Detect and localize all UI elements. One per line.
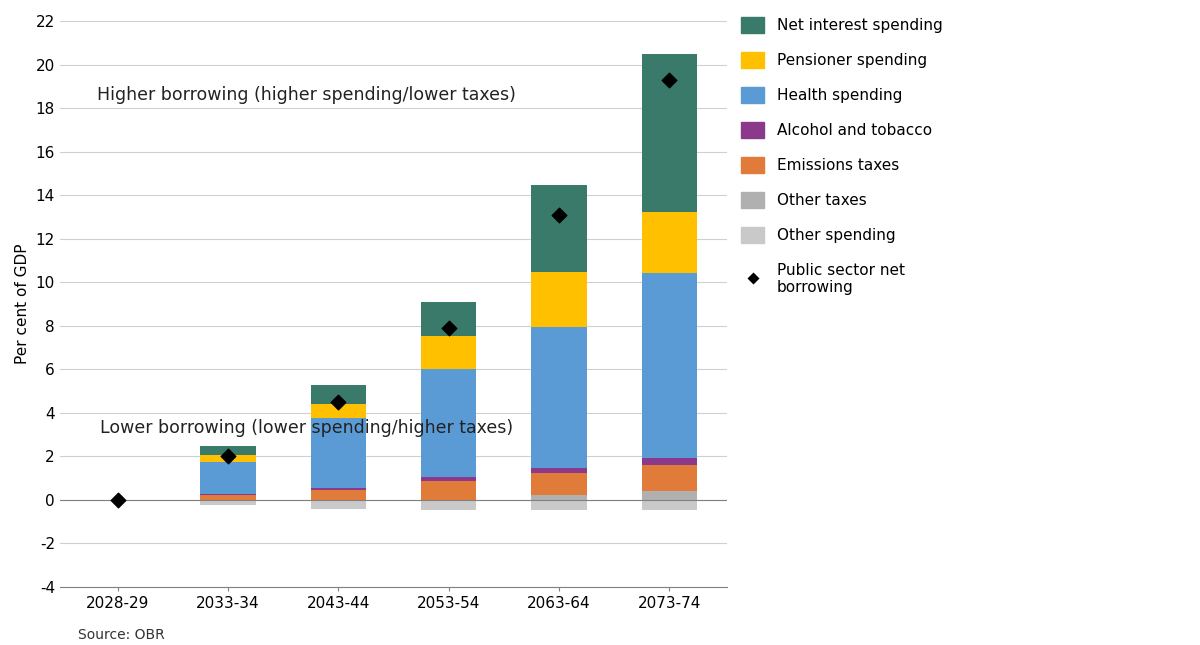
Point — [550, 210, 569, 220]
Legend: Net interest spending, , Pensioner spending, , Health spending, , Alcohol and to: Net interest spending, , Pensioner spend… — [742, 17, 942, 295]
Bar — [642, 491, 697, 500]
Bar — [642, 273, 697, 458]
Bar — [200, 495, 256, 500]
Y-axis label: Per cent of GDP: Per cent of GDP — [14, 244, 30, 364]
Bar — [532, 272, 587, 326]
Text: Source: OBR: Source: OBR — [78, 628, 164, 642]
Point — [218, 451, 238, 461]
Bar — [421, 337, 476, 369]
Bar — [532, 500, 587, 510]
Point — [660, 75, 679, 85]
Bar — [311, 500, 366, 510]
Bar — [532, 326, 587, 468]
Point — [108, 495, 127, 505]
Bar — [421, 477, 476, 481]
Bar — [532, 473, 587, 495]
Bar — [642, 458, 697, 465]
Bar — [642, 500, 697, 510]
Bar — [421, 302, 476, 337]
Bar — [311, 404, 366, 418]
Text: Lower borrowing (lower spending/higher taxes): Lower borrowing (lower spending/higher t… — [100, 419, 514, 437]
Bar — [532, 185, 587, 272]
Bar — [200, 500, 256, 505]
Point — [439, 322, 458, 333]
Bar — [311, 418, 366, 488]
Bar — [200, 446, 256, 455]
Bar — [642, 465, 697, 491]
Bar — [311, 488, 366, 490]
Text: Higher borrowing (higher spending/lower taxes): Higher borrowing (higher spending/lower … — [97, 86, 516, 104]
Bar — [200, 494, 256, 495]
Bar — [532, 468, 587, 473]
Bar — [642, 54, 697, 212]
Bar — [311, 490, 366, 500]
Bar — [421, 481, 476, 500]
Bar — [421, 500, 476, 510]
Point — [329, 397, 348, 407]
Bar — [532, 495, 587, 500]
Bar — [642, 212, 697, 273]
Bar — [421, 369, 476, 477]
Bar — [200, 455, 256, 462]
Bar — [200, 462, 256, 494]
Bar — [311, 386, 366, 404]
